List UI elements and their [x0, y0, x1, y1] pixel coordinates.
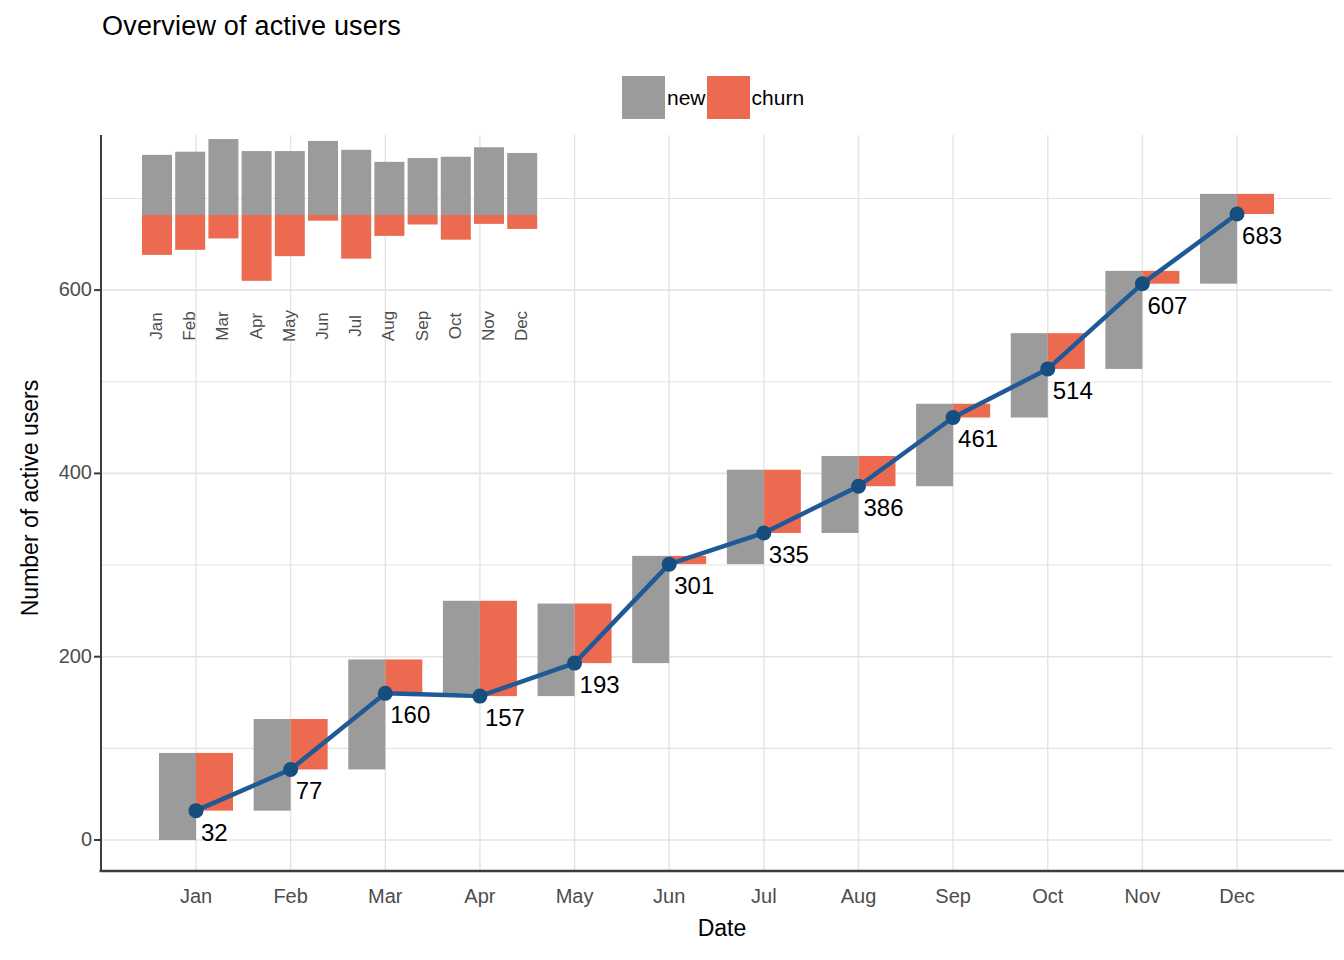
inset-bar-new-mar	[208, 139, 238, 215]
inset-bar-churn-dec	[507, 215, 537, 229]
inset-bar-churn-jul	[341, 215, 371, 259]
y-tick-label-200: 200	[0, 645, 92, 668]
inset-bar-churn-may	[275, 215, 305, 256]
inset-tick-label-oct: Oct	[446, 313, 466, 339]
active-users-point-sep	[946, 410, 961, 425]
point-value-mar: 160	[390, 701, 430, 729]
x-tick-label-mar: Mar	[368, 885, 402, 908]
point-value-may: 193	[580, 671, 620, 699]
point-value-dec: 683	[1242, 222, 1282, 250]
inset-bar-churn-apr	[242, 215, 272, 281]
active-users-point-apr	[472, 689, 487, 704]
inset-tick-label-sep: Sep	[413, 311, 433, 341]
inset-tick-label-jun: Jun	[313, 312, 333, 339]
x-tick-label-apr: Apr	[464, 885, 495, 908]
point-value-aug: 386	[863, 494, 903, 522]
inset-tick-label-aug: Aug	[379, 311, 399, 341]
inset-tick-label-jul: Jul	[346, 315, 366, 337]
active-users-point-aug	[851, 479, 866, 494]
legend-label-new: new	[665, 86, 707, 110]
x-tick-label-jun: Jun	[653, 885, 685, 908]
inset-bar-new-dec	[507, 153, 537, 215]
bar-new-jul	[727, 470, 764, 564]
x-tick-label-jan: Jan	[180, 885, 212, 908]
legend-swatch-new	[622, 76, 665, 119]
active-users-point-dec	[1230, 207, 1245, 222]
inset-tick-label-apr: Apr	[247, 313, 267, 339]
legend: new churn	[622, 76, 805, 119]
inset-bar-new-jan	[142, 155, 172, 215]
bar-new-may	[538, 604, 575, 697]
inset-bar-churn-jun	[308, 215, 338, 221]
x-tick-label-aug: Aug	[841, 885, 877, 908]
inset-bar-new-jul	[341, 150, 371, 215]
plot-canvas	[0, 0, 1344, 960]
active-users-chart: Overview of active users new churn Numbe…	[0, 0, 1344, 960]
inset-bar-new-apr	[242, 151, 272, 215]
x-tick-label-nov: Nov	[1125, 885, 1161, 908]
active-users-point-oct	[1040, 361, 1055, 376]
inset-bar-new-sep	[408, 158, 438, 215]
point-value-jan: 32	[201, 819, 228, 847]
x-tick-label-dec: Dec	[1219, 885, 1255, 908]
inset-bar-churn-aug	[374, 215, 404, 236]
active-users-point-jul	[756, 525, 771, 540]
inset-tick-label-feb: Feb	[180, 311, 200, 340]
point-value-jun: 301	[674, 572, 714, 600]
point-value-feb: 77	[296, 777, 323, 805]
inset-tick-label-nov: Nov	[479, 311, 499, 341]
x-tick-label-may: May	[556, 885, 594, 908]
active-users-point-mar	[378, 686, 393, 701]
bar-churn-apr	[480, 601, 517, 696]
bar-new-mar	[348, 659, 385, 769]
inset-bar-new-jun	[308, 141, 338, 215]
point-value-oct: 514	[1053, 377, 1093, 405]
x-tick-label-sep: Sep	[935, 885, 971, 908]
inset-bar-churn-mar	[208, 215, 238, 238]
y-tick-label-600: 600	[0, 278, 92, 301]
active-users-point-feb	[283, 762, 298, 777]
point-value-apr: 157	[485, 704, 525, 732]
inset-tick-label-dec: Dec	[512, 311, 532, 341]
legend-swatch-churn	[707, 76, 750, 119]
inset-bar-churn-oct	[441, 215, 471, 240]
x-tick-label-oct: Oct	[1032, 885, 1063, 908]
inset-bar-new-aug	[374, 162, 404, 215]
bar-churn-mar	[385, 659, 422, 693]
legend-label-churn: churn	[750, 86, 806, 110]
point-value-sep: 461	[958, 425, 998, 453]
bar-new-apr	[443, 601, 480, 694]
active-users-line	[196, 214, 1237, 811]
x-tick-label-jul: Jul	[751, 885, 777, 908]
active-users-point-may	[567, 656, 582, 671]
inset-bar-new-oct	[441, 157, 471, 215]
active-users-point-nov	[1135, 276, 1150, 291]
inset-bar-new-may	[275, 151, 305, 215]
y-tick-label-400: 400	[0, 461, 92, 484]
y-tick-label-0: 0	[0, 828, 92, 851]
inset-tick-label-jan: Jan	[147, 312, 167, 339]
inset-bar-new-feb	[175, 152, 205, 215]
inset-bar-churn-feb	[175, 215, 205, 250]
inset-bar-churn-jan	[142, 215, 172, 255]
x-axis-title: Date	[698, 915, 747, 942]
inset-tick-label-may: May	[280, 310, 300, 342]
inset-bar-churn-sep	[408, 215, 438, 224]
bar-new-oct	[1011, 333, 1048, 417]
chart-title: Overview of active users	[102, 11, 401, 42]
active-users-point-jun	[662, 557, 677, 572]
inset-bar-churn-nov	[474, 215, 504, 224]
inset-bar-new-nov	[474, 147, 504, 215]
y-axis-title: Number of active users	[17, 380, 44, 616]
active-users-point-jan	[189, 803, 204, 818]
point-value-nov: 607	[1147, 292, 1187, 320]
point-value-jul: 335	[769, 541, 809, 569]
inset-tick-label-mar: Mar	[213, 311, 233, 340]
bar-new-jan	[159, 753, 196, 840]
x-tick-label-feb: Feb	[273, 885, 307, 908]
